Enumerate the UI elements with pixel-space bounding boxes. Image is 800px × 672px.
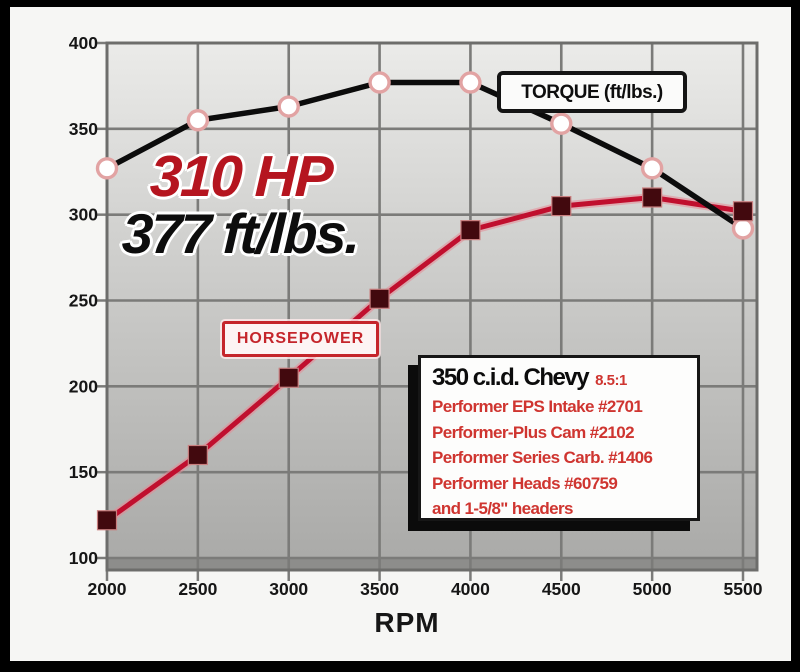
horsepower-marker — [96, 510, 118, 531]
horsepower-marker — [369, 288, 390, 309]
torque-marker — [459, 71, 482, 94]
horsepower-marker — [187, 444, 208, 466]
x-tick-label: 3500 — [360, 579, 399, 599]
spec-line: and 1-5/8" headers — [432, 499, 573, 519]
x-tick-label: 4500 — [542, 579, 581, 599]
spec-line: Performer Heads #60759 — [432, 473, 618, 493]
y-tick-label: 400 — [69, 33, 98, 53]
x-tick-label: 4000 — [451, 579, 490, 599]
chart-canvas: 400 350 300 250 200 150 100 2000 2500 3000 3500 400… — [10, 7, 791, 661]
torque-marker — [95, 157, 119, 180]
x-tick-label: 2000 — [88, 579, 127, 599]
torque-marker — [640, 157, 664, 180]
x-tick-label: 5000 — [633, 579, 672, 599]
torque-legend-box: TORQUE (ft/lbs.) — [497, 71, 687, 113]
x-axis-title: RPM — [374, 607, 440, 638]
torque-marker — [550, 112, 573, 135]
torque-marker — [277, 95, 300, 118]
torque-marker — [731, 217, 755, 240]
spec-line: Performer EPS Intake #2701 — [432, 397, 643, 417]
y-tick-label: 100 — [69, 548, 98, 568]
y-tick-label: 200 — [69, 376, 98, 396]
horsepower-marker — [642, 187, 663, 208]
y-tick-label: 300 — [69, 205, 98, 225]
horsepower-legend-box: HORSEPOWER — [222, 321, 379, 357]
x-tick-label: 3000 — [269, 579, 308, 599]
y-tick-label: 150 — [69, 462, 98, 482]
torque-marker — [186, 109, 210, 132]
sub-axis-band — [107, 558, 757, 570]
horsepower-marker — [551, 195, 572, 217]
spec-line: Performer-Plus Cam #2102 — [432, 422, 635, 442]
x-tick-label: 2500 — [178, 579, 217, 599]
peak-hp-headline: 310 HP — [148, 144, 333, 209]
y-tick-label: 350 — [69, 119, 98, 139]
torque-marker — [368, 71, 391, 94]
spec-title-row: 350 c.i.d. Chevy 8.5:1 — [432, 364, 687, 391]
horsepower-marker — [460, 220, 481, 241]
spec-compression-ratio: 8.5:1 — [595, 372, 627, 389]
horsepower-line — [105, 195, 744, 523]
peak-torque-headline: 377 ft/lbs. — [120, 202, 360, 265]
horsepower-marker — [278, 367, 299, 388]
spec-parts-list: Performer EPS Intake #2701 Performer-Plus… — [432, 394, 687, 522]
horsepower-marker — [732, 201, 754, 222]
horsepower-legend-label: HORSEPOWER — [236, 330, 365, 347]
x-tick-label: 5500 — [724, 579, 763, 599]
engine-spec-box: 350 c.i.d. Chevy 8.5:1 Performer EPS Inta… — [418, 355, 700, 521]
spec-engine-title: 350 c.i.d. Chevy — [432, 364, 590, 391]
torque-line — [105, 79, 745, 231]
plot-border — [105, 41, 759, 572]
torque-legend-label: TORQUE (ft/lbs.) — [521, 81, 663, 103]
y-tick-label: 250 — [69, 291, 98, 311]
spec-line: Performer Series Carb. #1406 — [432, 448, 653, 468]
